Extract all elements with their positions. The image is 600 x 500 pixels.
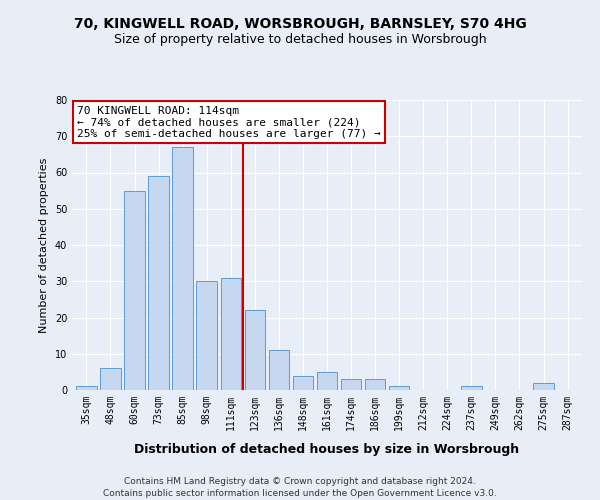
Bar bbox=[317, 372, 337, 390]
Text: 70 KINGWELL ROAD: 114sqm
← 74% of detached houses are smaller (224)
25% of semi-: 70 KINGWELL ROAD: 114sqm ← 74% of detach… bbox=[77, 106, 381, 139]
Text: Contains HM Land Registry data © Crown copyright and database right 2024.: Contains HM Land Registry data © Crown c… bbox=[124, 478, 476, 486]
Bar bbox=[533, 383, 554, 390]
Bar bbox=[341, 379, 361, 390]
Bar bbox=[293, 376, 313, 390]
Bar bbox=[269, 350, 289, 390]
Bar bbox=[172, 147, 193, 390]
Text: Distribution of detached houses by size in Worsbrough: Distribution of detached houses by size … bbox=[134, 442, 520, 456]
Bar bbox=[221, 278, 241, 390]
Bar bbox=[76, 386, 97, 390]
Y-axis label: Number of detached properties: Number of detached properties bbox=[39, 158, 49, 332]
Bar bbox=[245, 310, 265, 390]
Text: 70, KINGWELL ROAD, WORSBROUGH, BARNSLEY, S70 4HG: 70, KINGWELL ROAD, WORSBROUGH, BARNSLEY,… bbox=[74, 18, 526, 32]
Text: Size of property relative to detached houses in Worsbrough: Size of property relative to detached ho… bbox=[113, 32, 487, 46]
Text: Contains public sector information licensed under the Open Government Licence v3: Contains public sector information licen… bbox=[103, 489, 497, 498]
Bar bbox=[100, 368, 121, 390]
Bar bbox=[461, 386, 482, 390]
Bar bbox=[124, 190, 145, 390]
Bar bbox=[196, 281, 217, 390]
Bar bbox=[365, 379, 385, 390]
Bar bbox=[148, 176, 169, 390]
Bar bbox=[389, 386, 409, 390]
